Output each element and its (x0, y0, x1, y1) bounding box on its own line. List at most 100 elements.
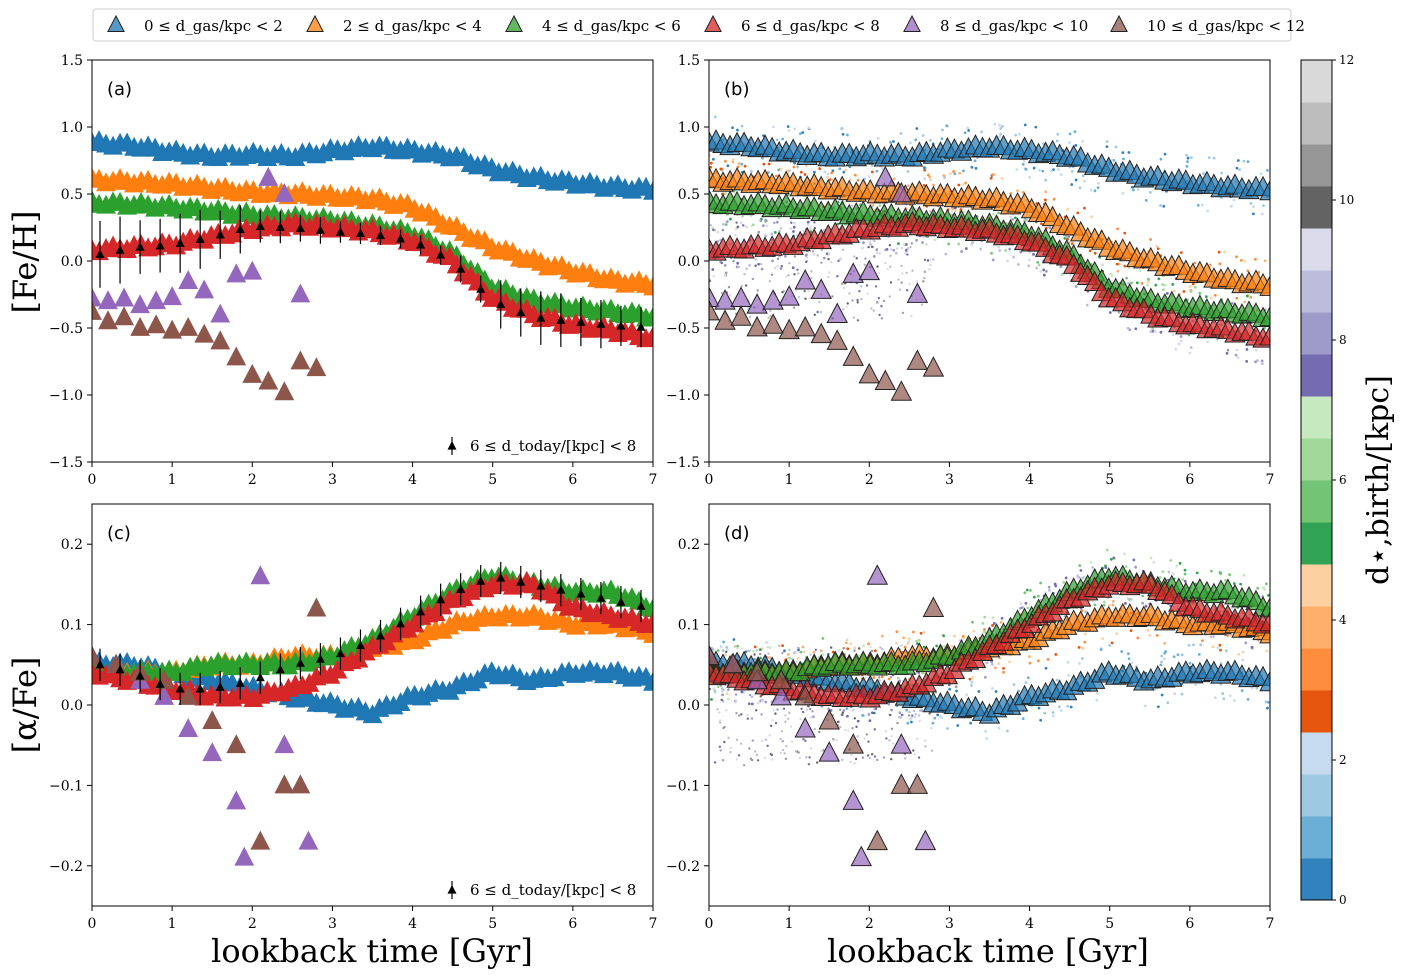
star-point (898, 288, 902, 291)
star-point (816, 254, 819, 257)
star-point (1235, 348, 1239, 352)
colorbar-swatch (1301, 438, 1332, 481)
star-point (1263, 326, 1267, 330)
star-point (1148, 633, 1152, 637)
star-point (1048, 588, 1051, 592)
star-point (1254, 360, 1257, 364)
star-point (1206, 209, 1210, 213)
y-tick-label: −0.5 (666, 321, 700, 337)
star-point (711, 157, 715, 161)
star-point (1057, 705, 1061, 709)
star-point (1019, 602, 1023, 606)
star-point (733, 645, 737, 648)
star-point (1186, 160, 1189, 164)
star-point (736, 261, 740, 265)
star-point (1249, 202, 1253, 205)
star-point (1083, 640, 1087, 644)
reference-point (335, 648, 345, 658)
star-point (1136, 188, 1140, 191)
star-point (1228, 694, 1232, 698)
star-point (1241, 658, 1245, 662)
star-point (836, 275, 839, 278)
star-point (1044, 269, 1048, 273)
star-point (867, 713, 871, 716)
star-point (940, 137, 944, 141)
star-point (761, 224, 765, 228)
star-point (1066, 660, 1070, 664)
star-point (917, 756, 921, 759)
star-point (1032, 252, 1035, 256)
legend-entry: 0 ≤ d_gas/kpc < 2 (107, 14, 283, 35)
star-point (888, 244, 892, 247)
star-point (867, 642, 870, 646)
star-point (804, 297, 807, 300)
reference-point (135, 671, 145, 680)
star-point (870, 164, 874, 167)
star-point (1237, 652, 1241, 656)
star-point (954, 209, 958, 213)
colorbar-tick-label: 8 (1339, 333, 1347, 347)
star-point (809, 227, 812, 230)
x-tick-label: 1 (168, 472, 177, 488)
star-point (856, 178, 860, 182)
star-point (948, 172, 952, 176)
star-point (1015, 168, 1019, 171)
star-point (774, 712, 777, 715)
star-point (1012, 255, 1016, 259)
star-point (736, 165, 740, 169)
star-point (776, 708, 779, 711)
data-point (762, 313, 784, 334)
star-point (1022, 159, 1026, 163)
series-6 (709, 299, 945, 401)
star-point (1161, 570, 1165, 574)
star-point (924, 745, 927, 748)
star-point (914, 138, 918, 142)
star-point (797, 751, 800, 754)
star-point (813, 139, 817, 143)
reference-point (556, 585, 566, 594)
star-point (712, 228, 715, 232)
reference-point (355, 640, 365, 650)
star-point (798, 756, 802, 760)
star-point (1246, 160, 1250, 164)
star-point (910, 242, 913, 245)
star-point (844, 728, 847, 732)
star-point (800, 707, 803, 710)
star-point (1160, 660, 1163, 664)
data-point (858, 259, 881, 281)
star-point (716, 649, 720, 652)
star-point (757, 230, 761, 234)
star-point (767, 652, 770, 655)
star-point (869, 243, 872, 246)
star-point (797, 648, 800, 652)
star-point (779, 167, 783, 171)
star-point (1189, 346, 1193, 349)
star-point (1262, 204, 1265, 208)
star-point (795, 650, 798, 654)
star-point (721, 693, 724, 697)
star-point (1254, 257, 1257, 261)
star-point (710, 697, 713, 701)
data-point (709, 286, 720, 307)
star-point (917, 671, 921, 674)
star-point (1193, 261, 1197, 265)
star-point (1197, 652, 1201, 656)
reference-point (315, 654, 325, 663)
star-point (778, 644, 781, 648)
star-point (907, 637, 911, 641)
colorbar-swatch (1301, 60, 1332, 103)
legend: 0 ≤ d_gas/kpc < 2 2 ≤ d_gas/kpc < 4 4 ≤ d_… (92, 8, 1305, 42)
star-point (813, 221, 816, 224)
star-point (1236, 356, 1240, 360)
data-point (154, 685, 175, 705)
star-point (803, 173, 807, 176)
star-point (753, 750, 757, 753)
data-point (274, 774, 295, 794)
data-point (92, 287, 102, 307)
star-point (809, 715, 813, 719)
star-point (872, 676, 876, 679)
data-point (250, 565, 271, 585)
data-point (242, 260, 263, 280)
star-point (1179, 251, 1183, 255)
star-point (957, 242, 961, 246)
